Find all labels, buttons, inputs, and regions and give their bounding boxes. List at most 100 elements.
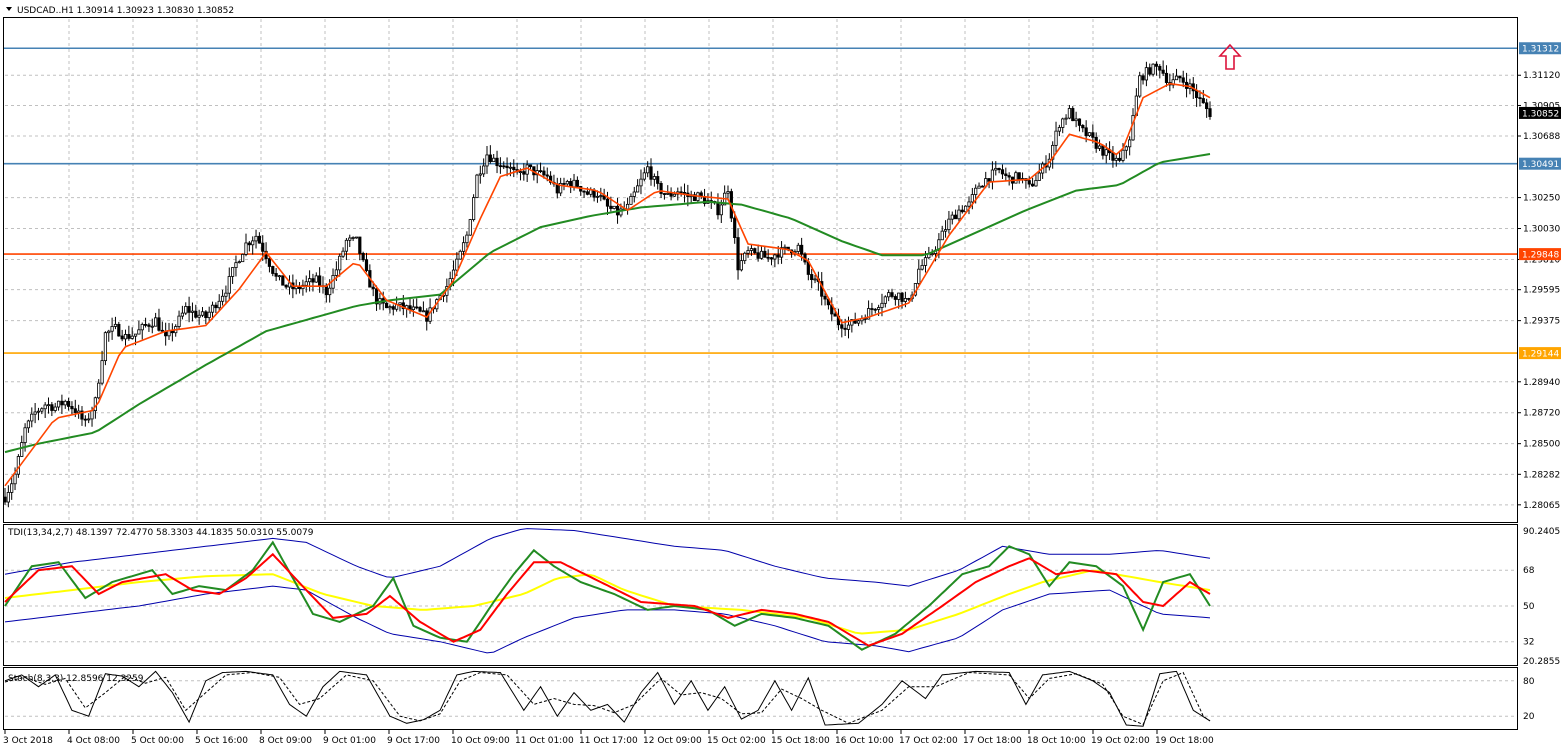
- price-tag-sup-red: [1519, 248, 1561, 261]
- candle-body: [525, 164, 529, 175]
- candle-body: [1034, 180, 1038, 187]
- candle-body: [1030, 183, 1035, 187]
- candle-body: [123, 334, 128, 340]
- price-tick-label: 1.30905: [1523, 101, 1560, 111]
- price-tag-text: 1.30852: [1522, 109, 1559, 119]
- candle-body: [43, 404, 47, 410]
- tdi-yellow-line: [4, 569, 1211, 635]
- candle-body: [120, 335, 124, 340]
- candle-body: [227, 276, 231, 294]
- candle-body: [97, 382, 101, 399]
- main-price-pane[interactable]: [3, 17, 1518, 523]
- tdi-tick-label: 32: [1523, 638, 1534, 648]
- candle-body: [244, 242, 248, 255]
- candle-body: [930, 253, 934, 255]
- candle-body: [512, 166, 516, 170]
- candle-body: [870, 308, 874, 310]
- candle-body: [997, 167, 1001, 171]
- candle-body: [923, 257, 928, 266]
- candle-body: [184, 306, 188, 314]
- candle-body: [726, 191, 730, 194]
- candle-body: [157, 317, 161, 331]
- price-tick-label: 1.29595: [1523, 286, 1560, 296]
- candle-body: [83, 418, 87, 421]
- candle-body: [957, 209, 961, 220]
- candle-body: [190, 310, 195, 313]
- stoch-axis: 80 20: [1523, 677, 1535, 722]
- candle-body: [100, 360, 104, 384]
- candle-body: [810, 274, 814, 280]
- price-tag-text: 1.31312: [1522, 45, 1559, 55]
- candle-body: [241, 254, 245, 263]
- time-tick-label: 9 Oct 17:00: [387, 736, 440, 746]
- stochastic-pane[interactable]: [3, 667, 1518, 730]
- stochastic-lines: [4, 670, 1211, 727]
- candle-body: [30, 413, 34, 422]
- candle-body: [13, 473, 17, 485]
- stoch-main-line: [4, 670, 1211, 727]
- candle-body: [150, 325, 154, 328]
- candle-body: [659, 183, 663, 194]
- candle-body: [498, 165, 502, 168]
- candle-body: [418, 307, 422, 312]
- candle-body: [1051, 144, 1055, 160]
- candle-body: [1148, 67, 1152, 75]
- moving-averages: [4, 82, 1211, 487]
- candle-body: [1164, 72, 1169, 83]
- candle-body: [1205, 102, 1209, 110]
- candle-body: [304, 281, 308, 286]
- candle-body: [234, 262, 238, 268]
- candle-body: [6, 492, 10, 503]
- candle-body: [743, 252, 747, 262]
- candle-body: [716, 202, 720, 216]
- candle-body: [110, 326, 114, 332]
- candle-body: [80, 410, 84, 420]
- candle-body: [113, 323, 118, 327]
- candle-body: [682, 191, 687, 194]
- candle-body: [943, 229, 948, 232]
- candle-body: [783, 246, 787, 249]
- candle-body: [103, 332, 108, 362]
- candle-body: [107, 330, 111, 334]
- tdi-pane[interactable]: [3, 524, 1518, 666]
- candle-body: [398, 302, 402, 305]
- time-axis: 3 Oct 2018 4 Oct 08:00 5 Oct 00:00 5 Oct 16…: [3, 730, 1214, 746]
- candle-body: [10, 483, 14, 493]
- candle-body: [974, 187, 978, 195]
- candle-body: [692, 194, 697, 201]
- candle-body: [595, 195, 600, 198]
- price-tag-text: 1.29144: [1522, 350, 1559, 360]
- candle-body: [220, 295, 225, 302]
- candle-body: [60, 400, 64, 406]
- time-tick-label: 5 Oct 16:00: [195, 736, 248, 746]
- candle-body: [344, 239, 349, 252]
- candle-body: [455, 258, 459, 271]
- candle-body: [796, 244, 800, 252]
- triangle-down-icon[interactable]: [6, 7, 12, 11]
- candle-body: [274, 273, 278, 277]
- candle-body: [1037, 172, 1041, 181]
- candle-body: [328, 287, 332, 296]
- candle-body: [769, 257, 774, 260]
- price-tag-text: 1.29848: [1522, 251, 1559, 261]
- candle-body: [53, 406, 57, 411]
- candle-body: [656, 176, 660, 184]
- time-tick-label: 15 Oct 02:00: [707, 736, 766, 746]
- candle-body: [920, 264, 924, 270]
- candle-body: [197, 314, 201, 318]
- candle-body: [73, 408, 77, 413]
- candle-body: [880, 302, 884, 308]
- candle-body: [605, 198, 610, 207]
- candle-body: [200, 311, 205, 316]
- candle-body: [66, 400, 71, 407]
- time-tick-label: 10 Oct 09:00: [451, 736, 510, 746]
- price-tick-label: 1.30250: [1523, 194, 1560, 204]
- candle-body: [492, 157, 496, 163]
- candle-body: [177, 315, 181, 327]
- candle-body: [478, 173, 482, 176]
- candle-body: [364, 259, 369, 271]
- candle-body: [271, 266, 275, 274]
- time-tick-label: 3 Oct 2018: [3, 736, 53, 746]
